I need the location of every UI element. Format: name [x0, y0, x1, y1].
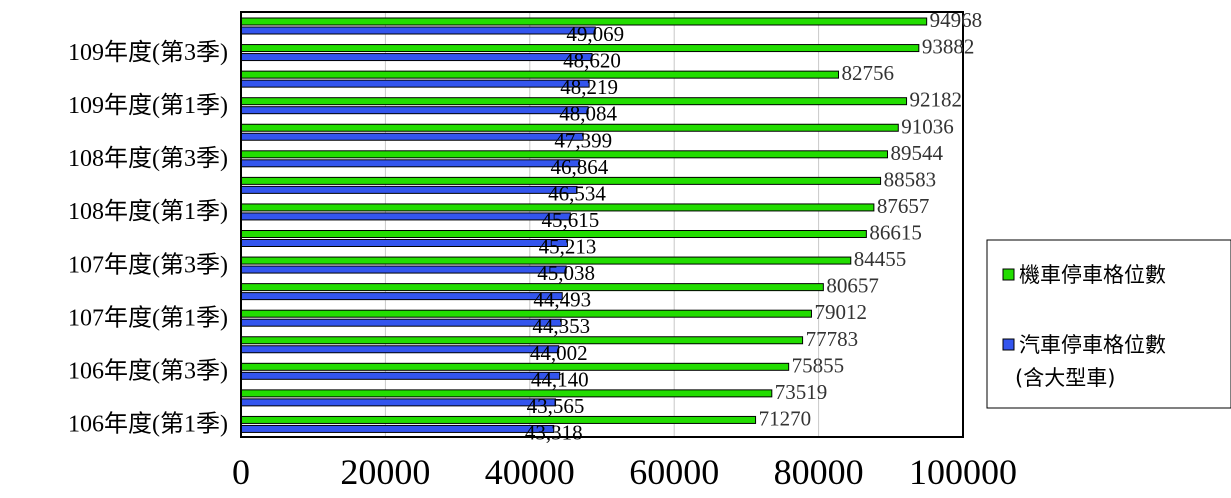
x-tick-label: 60000: [629, 452, 719, 492]
bar-car: [240, 265, 567, 274]
data-label-car: 48,219: [560, 75, 618, 99]
bar-car: [240, 53, 593, 62]
data-label-car: 44,353: [532, 314, 590, 338]
data-label-motorcycle: 88583: [884, 167, 937, 191]
data-label-car: 45,615: [541, 208, 599, 232]
legend-swatch: [1002, 338, 1015, 351]
legend-box: [986, 239, 1231, 409]
data-label-car: 48,620: [563, 49, 621, 73]
bar-car: [240, 371, 561, 380]
data-label-motorcycle: 92182: [910, 88, 963, 112]
bar-motorcycle: [240, 362, 790, 371]
bar-car: [240, 185, 578, 194]
bar-car: [240, 424, 555, 433]
x-tick-label: 0: [232, 452, 250, 492]
bar-car: [240, 106, 589, 115]
category-label: 106年度(第3季): [68, 358, 228, 385]
data-label-motorcycle: 75855: [792, 353, 845, 377]
data-label-car: 45,213: [539, 235, 597, 259]
data-label-motorcycle: 77783: [806, 327, 859, 351]
data-label-motorcycle: 94968: [930, 8, 983, 32]
data-label-car: 43,318: [525, 420, 583, 444]
data-label-motorcycle: 71270: [759, 406, 812, 430]
data-label-motorcycle: 87657: [877, 194, 930, 218]
data-label-motorcycle: 79012: [814, 300, 867, 324]
data-label-car: 48,084: [559, 102, 617, 126]
bar-motorcycle: [240, 415, 757, 424]
data-label-car: 43,565: [527, 394, 585, 418]
data-label-motorcycle: 80657: [826, 274, 879, 298]
category-label: 107年度(第3季): [68, 251, 228, 278]
data-label-car: 47,399: [554, 128, 612, 152]
category-axis: 106年度(第1季) 106年度(第3季) 107年度(第1季) 107年度(第3季)…: [68, 39, 228, 438]
bar-car: [240, 79, 590, 88]
legend-swatch: [1002, 268, 1015, 281]
bar-car: [240, 159, 580, 168]
plot-area: [240, 11, 964, 438]
bar-car: [240, 212, 571, 221]
bar-car: [240, 132, 584, 141]
bar-car: [240, 26, 596, 35]
bar-motorcycle: [240, 283, 824, 292]
data-label-motorcycle: 84455: [854, 247, 907, 271]
category-label: 107年度(第1季): [68, 304, 228, 331]
x-tick-label: 100000: [909, 452, 1017, 492]
data-label-motorcycle: 86615: [869, 221, 922, 245]
data-label-motorcycle: 91036: [901, 114, 954, 138]
category-label: 108年度(第1季): [68, 198, 228, 225]
x-tick-label: 40000: [485, 452, 575, 492]
category-label: 109年度(第3季): [68, 39, 228, 66]
legend-label: (含大型車): [1015, 366, 1115, 390]
legend-label: 機車停車格位數: [1019, 263, 1166, 287]
category-label: 106年度(第1季): [68, 411, 228, 438]
data-label-car: 44,493: [533, 288, 591, 312]
bar-motorcycle: [240, 336, 804, 345]
value-axis: 0 20000 40000 60000 80000 100000: [232, 452, 1017, 492]
data-labels: 71270 43,318 73519 43,565 75855 44,140 77783 44…: [525, 8, 982, 444]
data-label-motorcycle: 73519: [775, 380, 828, 404]
bar-car: [240, 292, 563, 301]
data-label-car: 46,864: [550, 155, 608, 179]
bar-motorcycle: [240, 389, 773, 398]
data-label-car: 45,038: [537, 261, 595, 285]
bar-car: [240, 318, 562, 327]
bar-car: [240, 239, 568, 247]
category-label: 108年度(第3季): [68, 145, 228, 172]
bar-motorcycle: [240, 70, 839, 79]
x-tick-label: 20000: [340, 452, 430, 492]
data-label-car: 44,140: [531, 367, 589, 391]
category-label: 109年度(第1季): [68, 92, 228, 119]
bar-car: [240, 398, 557, 407]
data-label-motorcycle: 93882: [922, 35, 975, 59]
data-label-motorcycle: 89544: [891, 141, 944, 165]
data-label-car: 46,534: [548, 181, 606, 205]
bar-motorcycle: [240, 309, 812, 318]
data-label-car: 44,002: [530, 341, 588, 365]
x-tick-label: 80000: [774, 452, 864, 492]
data-label-car: 49,069: [566, 22, 624, 46]
bar-car: [240, 345, 560, 354]
legend-label: 汽車停車格位數: [1019, 333, 1166, 357]
data-label-motorcycle: 82756: [841, 61, 894, 85]
